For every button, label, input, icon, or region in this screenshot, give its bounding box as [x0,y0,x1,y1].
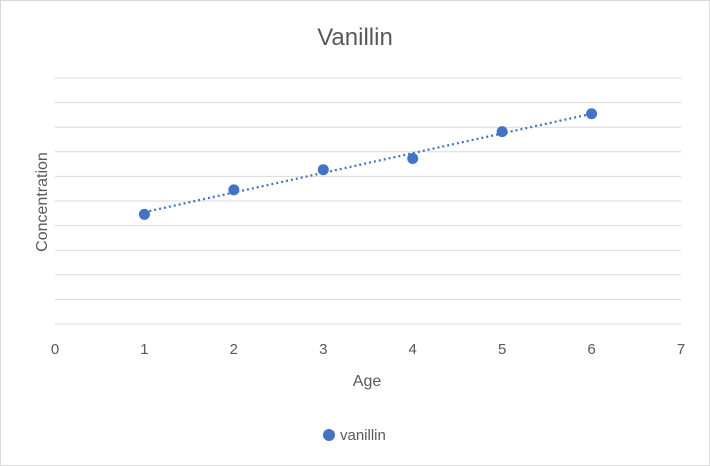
gridlines [55,77,681,325]
x-axis-label: Age [353,373,382,390]
data-point [496,126,508,138]
x-tick-label: 5 [498,341,506,358]
y-axis-label: Concentration [34,152,51,252]
chart-title: Vanillin [317,24,393,51]
x-tick-label: 4 [409,341,417,358]
data-point [138,208,150,220]
x-tick-label: 7 [677,341,685,358]
x-tick-label: 3 [319,341,327,358]
legend-marker [323,429,335,441]
x-tick-label: 6 [587,341,595,358]
data-point [407,153,419,165]
x-tick-label: 1 [140,341,148,358]
data-point [586,108,598,120]
trendline [144,112,592,214]
x-tick-label: 0 [51,341,59,358]
legend: vanillin [323,427,386,444]
data-point [317,164,329,176]
x-tick-label: 2 [230,341,238,358]
data-point [228,184,240,196]
legend-label: vanillin [340,427,386,444]
x-tick-labels: 0 1 2 3 4 5 6 7 [51,341,685,358]
data-points [138,108,598,220]
